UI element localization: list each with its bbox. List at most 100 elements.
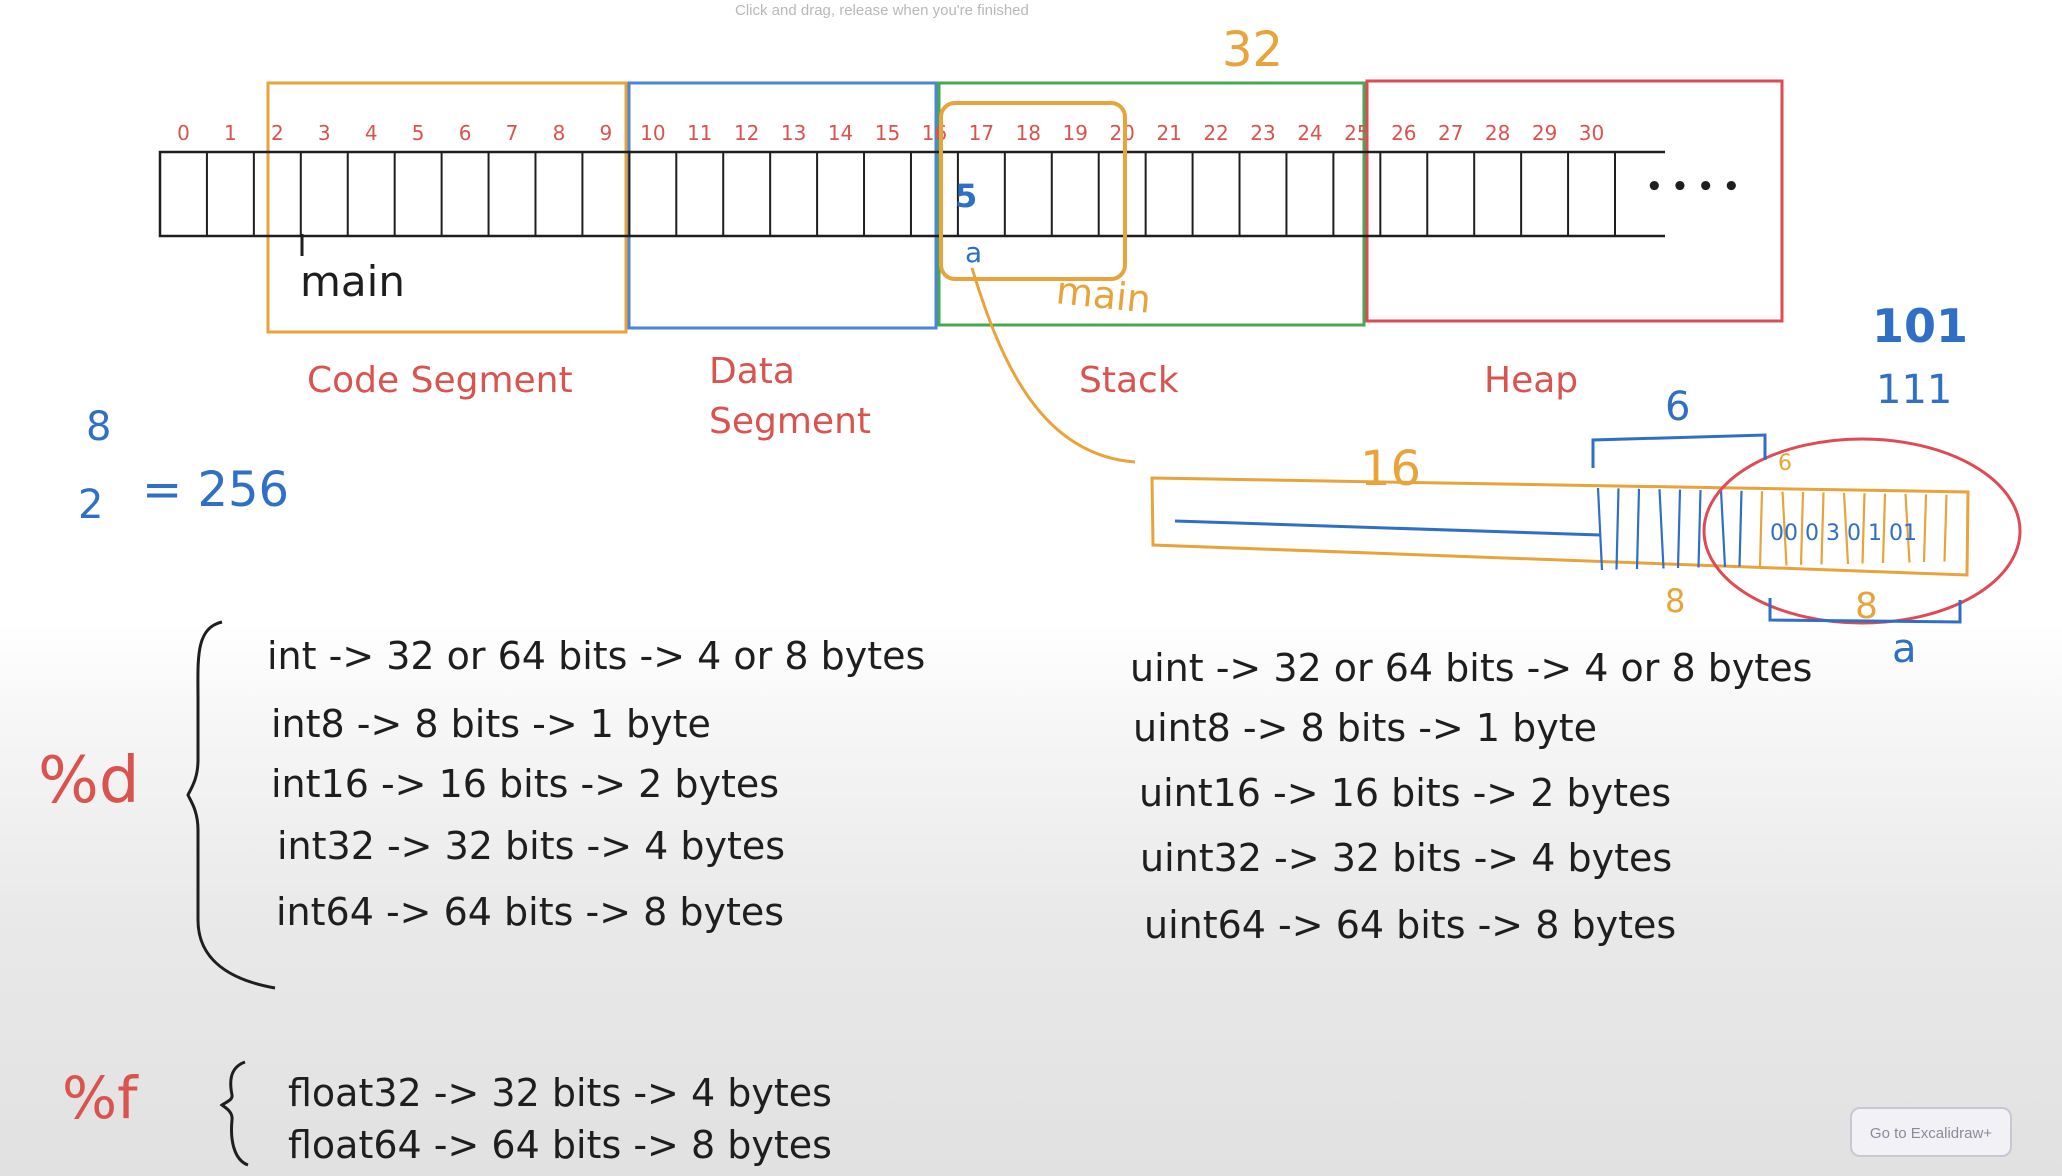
bit-dividers	[1596, 487, 1948, 571]
bracket-6	[1591, 433, 1767, 468]
signed-type-int16: int16 -> 16 bits -> 2 bytes	[271, 762, 779, 806]
cell-index-label: 20	[1109, 121, 1134, 145]
cell-index-label: 25	[1344, 121, 1369, 145]
heap-segment-label: Heap	[1484, 360, 1578, 401]
code-main-label: main	[300, 257, 405, 306]
format-d: %d	[38, 744, 139, 818]
code-segment-label: Code Segment	[307, 360, 573, 401]
math-exponent: 8	[86, 404, 111, 450]
math-result: = 256	[142, 462, 289, 518]
length-8-right: 8	[1855, 586, 1878, 627]
bit-divider	[1904, 493, 1911, 563]
math-base: 2	[78, 482, 103, 528]
cell-index-label: 15	[875, 121, 900, 145]
cell-index-label: 14	[828, 121, 853, 145]
cell-index-label: 26	[1391, 121, 1416, 145]
cell-index-label: 17	[969, 121, 994, 145]
cell-index-label: 16	[922, 121, 947, 145]
cell-index-label: 29	[1532, 121, 1557, 145]
bit-divider	[1615, 488, 1620, 570]
connector-curve	[970, 267, 1136, 464]
cell-index-label: 12	[734, 121, 759, 145]
cell-index-label: 27	[1438, 121, 1463, 145]
cell-index-label: 19	[1063, 121, 1088, 145]
signed-type-int64: int64 -> 64 bits -> 8 bytes	[276, 890, 784, 934]
cell-index-label: 24	[1297, 121, 1322, 145]
cell-index-label: 28	[1485, 121, 1510, 145]
cell-index-label: 3	[318, 121, 331, 145]
bit-divider	[1781, 491, 1788, 566]
float-types-brace	[219, 1060, 249, 1167]
cell-index-label: 18	[1016, 121, 1041, 145]
bit-divider	[1658, 489, 1665, 569]
cell-variable-a: a	[965, 236, 982, 269]
cell-index-label: 6	[459, 121, 472, 145]
canvas-hint: Click and drag, release when you're fini…	[735, 2, 1029, 19]
top-annotation-32: 32	[1222, 22, 1283, 78]
bit-divider	[1758, 491, 1764, 567]
length-8-left: 8	[1665, 582, 1685, 620]
data-segment-box	[627, 81, 938, 330]
cell-index-label: 11	[687, 121, 712, 145]
data-segment-label-line2: Segment	[709, 401, 871, 442]
length-6: 6	[1665, 384, 1690, 430]
cell-index-label: 0	[177, 121, 190, 145]
signed-type-int: int -> 32 or 64 bits -> 4 or 8 bytes	[267, 634, 925, 678]
stack-segment-label: Stack	[1079, 360, 1179, 401]
binary-101: 101	[1872, 299, 1968, 353]
unsigned-type-uint: uint -> 32 or 64 bits -> 4 or 8 bytes	[1130, 646, 1812, 690]
cell-index-label: 30	[1579, 121, 1604, 145]
binary-111: 111	[1876, 367, 1952, 413]
cell-index-label: 4	[365, 121, 378, 145]
signed-types-brace	[186, 620, 276, 990]
bit-divider	[1922, 494, 1928, 563]
cell-index-label: 13	[781, 121, 806, 145]
bracket-8	[1768, 598, 1962, 624]
cell-index-label: 8	[553, 121, 566, 145]
float-type-float64: float64 -> 64 bits -> 8 bytes	[288, 1123, 832, 1167]
cell-value-5: 5	[955, 177, 977, 215]
float-type-float32: float32 -> 32 bits -> 4 bytes	[288, 1071, 832, 1115]
small-6: 6	[1778, 451, 1792, 476]
format-f: %f	[62, 1064, 139, 1132]
cell-index-label: 5	[412, 121, 425, 145]
var-a-label: a	[1892, 626, 1917, 672]
unsigned-type-uint64: uint64 -> 64 bits -> 8 bytes	[1144, 903, 1676, 947]
memory-strip-outline	[158, 150, 1665, 238]
unsigned-type-uint8: uint8 -> 8 bits -> 1 byte	[1133, 706, 1597, 750]
length-16: 16	[1360, 441, 1421, 497]
bit-divider	[1861, 493, 1866, 564]
bit-divider	[1881, 493, 1887, 564]
bit-strip-outline	[1150, 476, 1970, 577]
cell-index-label: 22	[1203, 121, 1228, 145]
bit-divider	[1842, 492, 1850, 565]
heap-segment-box	[1365, 79, 1784, 323]
byte-highlight-circle	[1702, 437, 2022, 625]
unsigned-type-uint16: uint16 -> 16 bits -> 2 bytes	[1139, 771, 1671, 815]
cell-index-label: 9	[600, 121, 613, 145]
go-to-excalidraw-plus-button[interactable]: Go to Excalidraw+	[1850, 1107, 2012, 1157]
bit-divider	[1596, 487, 1604, 571]
memory-cells	[158, 150, 1665, 238]
stack-main-label: main	[1054, 268, 1153, 322]
main-stack-frame	[939, 101, 1127, 281]
bit-strip-blue-fill	[1174, 519, 1601, 537]
cell-index-label: 1	[224, 121, 237, 145]
bit-divider	[1719, 490, 1727, 568]
cell-index-label: 10	[640, 121, 665, 145]
signed-type-int32: int32 -> 32 bits -> 4 bytes	[277, 824, 785, 868]
memory-ellipsis: • • • •	[1646, 172, 1740, 202]
bit-divider	[1676, 489, 1682, 569]
bit-strip-digits: 00 0 3 0 1 01	[1770, 521, 1917, 546]
bit-divider	[1943, 494, 1948, 562]
bit-divider	[1635, 488, 1641, 570]
cell-index-labels: 0 1 2 3 4 5 6 7 8 9 10 11 12 13 14 15 16 17 18 19 20 21 22 23 24…	[177, 121, 1604, 145]
signed-type-int8: int8 -> 8 bits -> 1 byte	[271, 702, 711, 746]
cell-index-label: 2	[271, 121, 284, 145]
bit-divider	[1820, 492, 1825, 565]
cell-index-label: 21	[1156, 121, 1181, 145]
cell-index-label: 7	[506, 121, 519, 145]
code-segment-box	[266, 81, 628, 334]
bit-divider	[1799, 491, 1805, 566]
